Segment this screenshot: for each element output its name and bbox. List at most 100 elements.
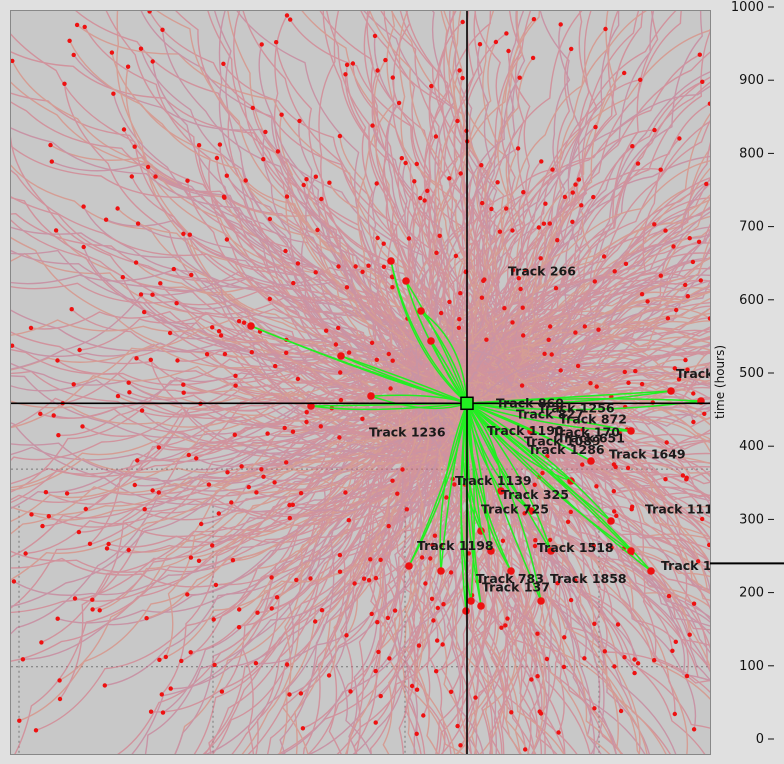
track-endpoint	[373, 668, 378, 674]
highlighted-endpoint	[627, 427, 635, 435]
track-endpoint	[221, 194, 227, 199]
track-label[interactable]: Track 111	[645, 501, 710, 516]
track-label[interactable]: Track 1286	[528, 442, 605, 457]
track-endpoint	[274, 595, 280, 600]
track-endpoint	[691, 391, 696, 396]
track-label[interactable]: Track 860	[496, 395, 564, 410]
track-endpoint	[217, 142, 223, 147]
highlighted-track	[340, 355, 468, 404]
track-endpoint	[515, 146, 521, 151]
track-endpoint	[698, 278, 703, 283]
background-track	[289, 411, 481, 519]
track-endpoint	[671, 244, 676, 249]
track-endpoint	[313, 619, 318, 624]
track-label[interactable]: Track 1236	[369, 425, 446, 440]
track-label[interactable]: Track 1190	[487, 423, 564, 438]
track-endpoint	[549, 352, 554, 357]
track-endpoint	[221, 61, 226, 66]
track-endpoint	[142, 507, 147, 512]
track-endpoint	[344, 285, 350, 290]
track-endpoint	[369, 340, 375, 345]
track-label[interactable]: Track 137	[482, 580, 550, 595]
track-label[interactable]: Track 1139	[455, 473, 532, 488]
background-track	[462, 348, 710, 388]
track-endpoint	[216, 329, 222, 334]
track-endpoint	[338, 370, 343, 375]
axis-tick-label: 400	[739, 439, 764, 454]
background-track	[111, 52, 489, 411]
highlighted-track	[430, 340, 468, 404]
track-endpoint	[516, 276, 521, 281]
track-endpoint	[570, 190, 575, 195]
track-endpoint	[473, 695, 478, 700]
track-endpoint	[702, 411, 707, 416]
track-endpoint	[615, 622, 621, 627]
track-endpoint	[269, 606, 274, 611]
track-label[interactable]: Track 266	[508, 264, 576, 279]
track-endpoint	[537, 709, 542, 714]
background-track	[233, 11, 480, 365]
track-endpoint	[665, 316, 671, 321]
background-track	[131, 378, 409, 754]
track-endpoint	[593, 124, 598, 130]
track-label[interactable]: Track 1	[661, 558, 710, 573]
track-endpoint	[555, 581, 560, 586]
track-endpoint	[390, 285, 395, 290]
track-label[interactable]: Track 1089	[524, 433, 601, 448]
track-endpoint	[233, 383, 238, 388]
track-endpoint	[327, 180, 332, 185]
highlighted-track	[460, 403, 468, 612]
background-track	[241, 422, 458, 754]
track-label[interactable]: Track 1649	[609, 447, 686, 462]
track-label[interactable]: Track 783	[476, 571, 544, 586]
track-endpoint	[633, 368, 638, 374]
track-endpoint	[366, 578, 372, 583]
track-label[interactable]: Track 725	[481, 501, 549, 516]
track-endpoint	[120, 275, 126, 280]
track-endpoint	[546, 337, 551, 342]
track-endpoint	[319, 608, 325, 613]
background-track	[500, 257, 710, 347]
track-endpoint	[338, 397, 344, 403]
track-label[interactable]: Track 1198	[417, 538, 494, 553]
track-label[interactable]: Track 1518	[537, 540, 614, 555]
track-endpoint	[386, 523, 391, 529]
plot-area[interactable]: Track 266 Track 860 Track 1256 Track 827 Tra…	[10, 10, 711, 755]
background-track	[186, 180, 414, 436]
track-label[interactable]: Track 872	[559, 411, 627, 426]
highlighted-track	[408, 403, 468, 567]
track-endpoint	[148, 709, 154, 714]
track-label[interactable]: Track 1858	[550, 571, 627, 586]
track-endpoint	[218, 333, 224, 338]
track-label[interactable]: Track	[676, 366, 710, 381]
background-track	[504, 376, 636, 674]
track-endpoint	[135, 221, 141, 226]
track-endpoint	[346, 518, 351, 523]
background-track	[507, 365, 710, 384]
track-endpoint	[685, 294, 690, 299]
track-endpoint	[550, 167, 555, 172]
crosshair-handle[interactable]	[460, 396, 474, 411]
highlighted-track	[310, 402, 468, 411]
track-endpoint	[677, 136, 682, 141]
track-label[interactable]: Track 1256	[538, 400, 615, 415]
track-label[interactable]: Track 651	[557, 430, 625, 445]
background-track	[353, 424, 409, 754]
background-track	[255, 397, 500, 665]
track-endpoint	[129, 174, 134, 179]
track-endpoint	[555, 238, 560, 243]
background-track	[30, 310, 425, 429]
track-endpoint	[613, 464, 618, 470]
track-endpoint	[518, 286, 523, 292]
track-endpoint	[381, 241, 386, 246]
track-label[interactable]: Track 827	[516, 406, 584, 421]
track-endpoint	[414, 731, 419, 736]
track-label[interactable]: Track 325	[501, 487, 569, 502]
track-endpoint	[672, 366, 677, 371]
track-endpoint	[229, 500, 234, 505]
track-endpoint	[90, 607, 95, 612]
background-track	[472, 404, 565, 754]
track-label[interactable]: Track 170	[552, 425, 620, 440]
highlighted-endpoint	[607, 517, 615, 525]
